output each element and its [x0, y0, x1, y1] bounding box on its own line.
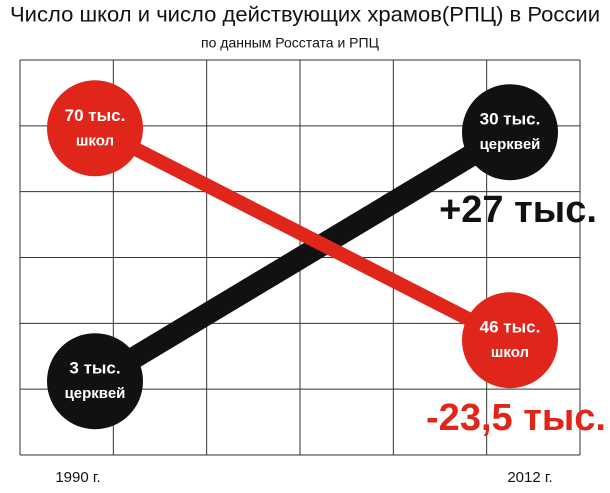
data-label-name: школ	[491, 344, 529, 361]
series-line	[91, 122, 514, 347]
data-label-name: церквей	[65, 385, 126, 402]
data-label: 30 тыс.	[480, 110, 541, 129]
data-label-name: церквей	[480, 136, 541, 153]
chart-title: Число школ и число действующих храмов(РП…	[10, 4, 600, 27]
series-line	[89, 122, 516, 391]
x-tick-label: 2012 г.	[507, 469, 552, 486]
data-label: 46 тыс.	[480, 318, 541, 337]
data-label: 3 тыс.	[69, 359, 120, 378]
point-marker	[462, 84, 558, 181]
annotation: -23,5 тыс.	[426, 397, 606, 439]
point-marker	[462, 292, 558, 389]
chart-subtitle: по данным Росстата и РПЦ	[201, 35, 380, 51]
annotation: +27 тыс.	[439, 189, 597, 231]
x-tick-label: 1990 г.	[55, 469, 100, 486]
data-label-name: школ	[76, 132, 114, 149]
point-marker	[47, 80, 143, 177]
point-marker	[47, 333, 143, 430]
data-label: 70 тыс.	[65, 106, 126, 125]
